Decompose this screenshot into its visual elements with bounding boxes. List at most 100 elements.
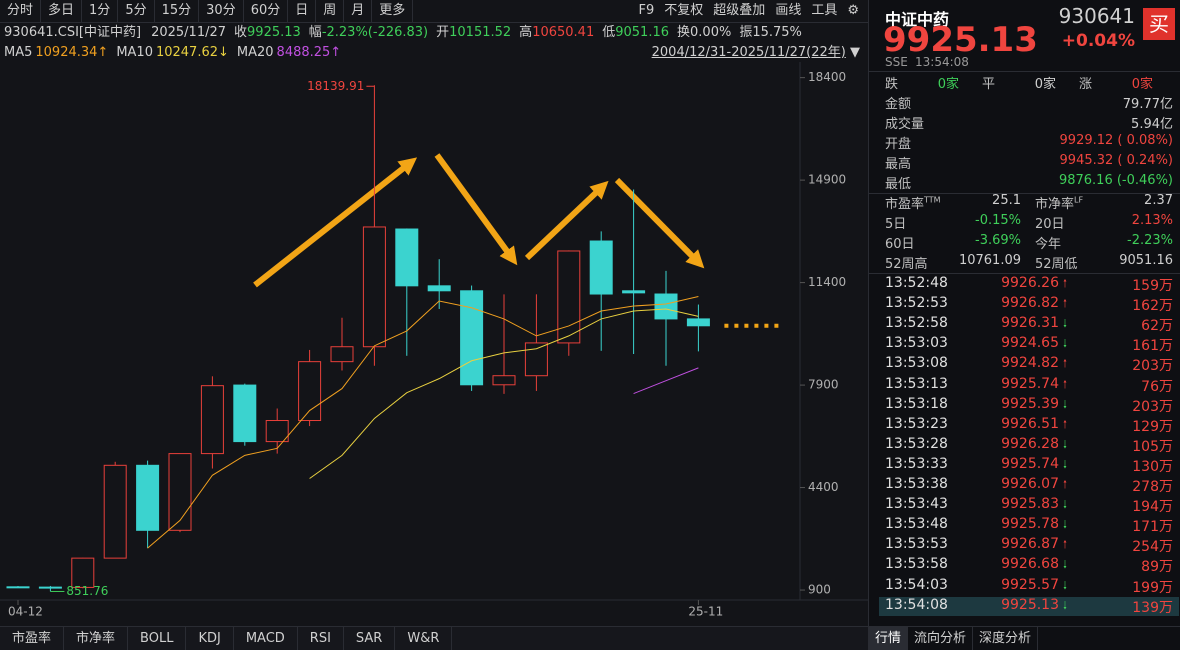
tick-price: 9926.26 xyxy=(1001,275,1059,291)
tick-price: 9925.13 xyxy=(1001,596,1059,613)
panel-tab[interactable]: 行情 xyxy=(869,627,909,650)
panel-tab[interactable]: 流向分析 xyxy=(908,627,974,650)
candle-body xyxy=(492,375,516,386)
tick-volume: 171万 xyxy=(1132,519,1173,536)
ma-line xyxy=(309,308,699,479)
tool-button[interactable]: F9 xyxy=(638,3,655,18)
tick-time: 13:53:08 xyxy=(885,355,948,372)
low-label: 851.76 xyxy=(66,584,108,598)
indicator-tab[interactable]: SAR xyxy=(344,627,396,650)
toolbar-tools: F9 不复权 超级叠加 画线 工具 ⚙ xyxy=(634,0,864,22)
tool-button[interactable]: 不复权 xyxy=(664,3,704,18)
buy-button[interactable]: 买 xyxy=(1143,8,1175,40)
period-tab[interactable]: 60分 xyxy=(244,0,289,22)
toolbar: 分时 多日 1分 5分 15分 30分 60分日周月更多 xyxy=(0,0,868,23)
field-value: -2.23%(-226.83) xyxy=(321,25,429,40)
tick-price: 9925.57 xyxy=(1001,576,1059,593)
tick-time: 13:53:28 xyxy=(885,435,948,452)
ratio-label: 52周高 xyxy=(885,257,928,272)
stat-value: 5.94亿 xyxy=(1131,117,1173,132)
ratio-value: 10761.09 xyxy=(958,253,1021,268)
ma-value: 10247.62↓ xyxy=(155,45,229,60)
ratio-value: 2.13% xyxy=(1131,213,1173,228)
field-label: 低 xyxy=(602,25,616,40)
tool-button[interactable]: 画线 xyxy=(775,3,802,18)
tick-volume: 89万 xyxy=(1141,559,1173,576)
tick-arrow: 🠓 xyxy=(1063,317,1067,331)
indicator-tab[interactable]: MACD xyxy=(234,627,298,650)
ratio-label: 20日 xyxy=(1035,217,1065,232)
tick-time: 13:54:03 xyxy=(885,576,948,593)
tick-arrow: 🠓 xyxy=(1063,558,1067,572)
period-tab[interactable]: 5分 xyxy=(118,0,155,22)
candle-body xyxy=(38,586,62,589)
tick-time: 13:52:58 xyxy=(885,315,948,332)
y-tick-label: 18400 xyxy=(808,70,846,84)
breadth-value: 0家 xyxy=(1034,77,1056,92)
y-tick-label: 7900 xyxy=(808,378,839,392)
field-label: 振 xyxy=(739,25,753,40)
period-tab[interactable]: 30分 xyxy=(199,0,244,22)
y-tick-label: 11400 xyxy=(808,275,846,289)
field-label: 高 xyxy=(519,25,533,40)
candle-body xyxy=(654,293,678,320)
period-tab[interactable]: 分时 xyxy=(0,0,42,22)
period-tab[interactable]: 月 xyxy=(344,0,373,22)
candle-body xyxy=(460,290,484,386)
arrow xyxy=(434,153,518,266)
indicator-tab[interactable]: KDJ xyxy=(186,627,234,650)
ma-line xyxy=(147,296,699,549)
tick-price: 9926.68 xyxy=(1001,556,1059,573)
field-value: 15.75% xyxy=(752,25,802,40)
tick-arrow: 🠓 xyxy=(1063,337,1067,351)
chart-panel: 分时 多日 1分 5分 15分 30分 60分日周月更多 F9 不复权 超级叠加 画线 工具 ⚙ 93… xyxy=(0,0,868,650)
period-tab[interactable]: 15分 xyxy=(155,0,200,22)
ratio-label: 60日 xyxy=(885,237,915,252)
period-tab[interactable]: 更多 xyxy=(372,0,414,22)
indicator-tab[interactable]: RSI xyxy=(298,627,344,650)
dropdown-icon[interactable]: ▼ xyxy=(850,45,860,60)
indicator-tab[interactable]: W&R xyxy=(395,627,453,650)
indicator-tab[interactable]: 市净率 xyxy=(64,627,129,650)
high-label: 18139.91 xyxy=(307,79,364,93)
exchange: SSE xyxy=(885,55,908,69)
date: 2025/11/27 xyxy=(151,25,227,40)
candle-body xyxy=(103,464,127,559)
period-tab[interactable]: 日 xyxy=(288,0,317,22)
stat-value: 9876.16 (-0.46%) xyxy=(1058,173,1173,188)
stat-value: 79.77亿 xyxy=(1122,97,1173,112)
period-tab[interactable]: 周 xyxy=(316,0,345,22)
tick-volume: 129万 xyxy=(1132,418,1173,435)
indicator-tab[interactable]: 市盈率 xyxy=(0,627,65,650)
settings-icon[interactable]: ⚙ xyxy=(847,3,859,18)
tool-button[interactable]: 超级叠加 xyxy=(713,3,766,18)
tick-arrow: 🠑 xyxy=(1063,538,1067,552)
breadth-label: 涨 xyxy=(1079,77,1093,92)
quote-time: 13:54:08 xyxy=(915,55,969,69)
tick-time: 13:52:53 xyxy=(885,295,948,312)
tick-volume: 159万 xyxy=(1132,278,1173,294)
candle-body xyxy=(233,384,257,443)
candle-body xyxy=(200,385,224,455)
tick-volume: 162万 xyxy=(1132,298,1173,315)
stat-value: 9945.32 ( 0.24%) xyxy=(1059,153,1173,168)
stat-label: 金额 xyxy=(885,97,912,112)
period-tab[interactable]: 1分 xyxy=(82,0,119,22)
tick-volume: 203万 xyxy=(1132,358,1173,375)
ratio-value: 25.1 xyxy=(992,193,1021,208)
panel-tab[interactable]: 深度分析 xyxy=(973,627,1039,650)
tick-time: 13:53:38 xyxy=(885,476,948,492)
tick-volume: 199万 xyxy=(1132,579,1173,596)
row-highlight xyxy=(879,596,1179,616)
tick-volume: 105万 xyxy=(1132,438,1173,455)
tool-button[interactable]: 工具 xyxy=(811,3,838,18)
period-tab[interactable]: 多日 xyxy=(41,0,83,22)
ratio-value: 9051.16 xyxy=(1119,253,1173,268)
ratio-value: 2.37 xyxy=(1144,193,1173,208)
tick-price: 9926.07 xyxy=(1001,476,1059,492)
quote-panel: 中证中药 930641 买 9925.13 +0.04% SSE 13:54:08 跌 0家 平 0… xyxy=(868,0,1180,650)
indicator-tab[interactable]: BOLL xyxy=(128,627,187,650)
ratio-value: -3.69% xyxy=(975,233,1021,248)
x-tick-label: 25-11 xyxy=(688,605,723,619)
arrow xyxy=(524,180,609,261)
